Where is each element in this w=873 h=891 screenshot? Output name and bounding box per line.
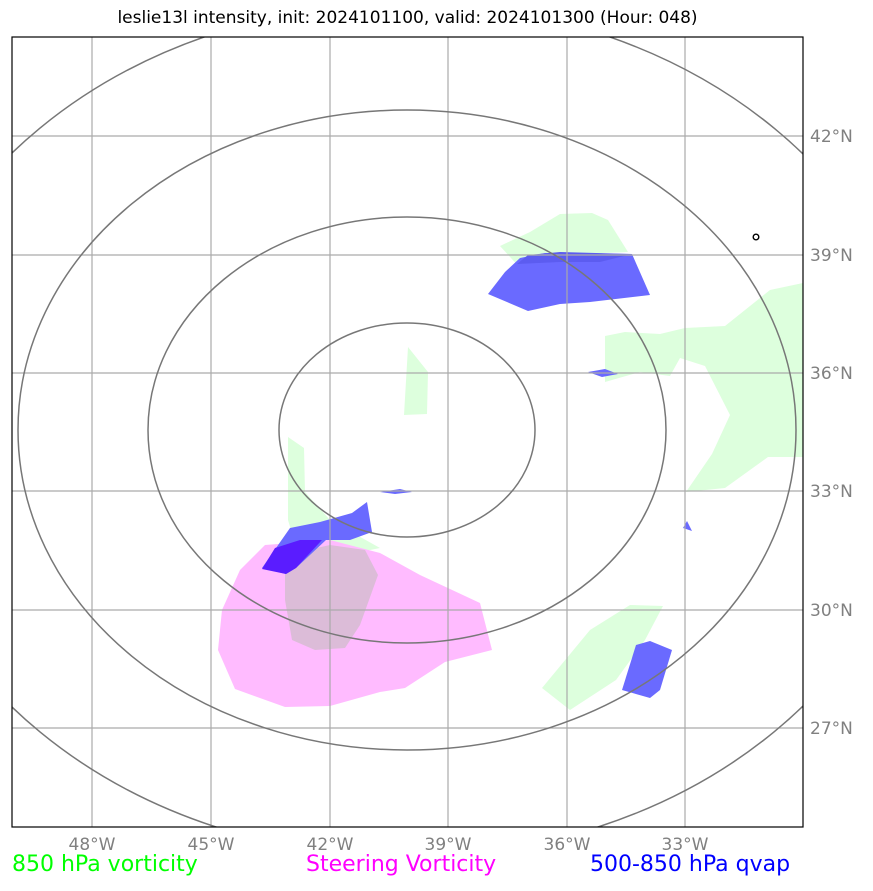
- plot-title: leslie13l intensity, init: 2024101100, v…: [117, 8, 698, 28]
- range-ring-3: [17, 109, 797, 751]
- qvap-region-southeast: [622, 641, 672, 698]
- lat-tick: 30°N: [810, 601, 853, 621]
- longitude-labels: 48°W 45°W 42°W 39°W 36°W 33°W: [69, 835, 709, 855]
- lat-tick: 33°N: [810, 482, 853, 502]
- lat-tick: 27°N: [810, 719, 853, 739]
- vorticity-region-east: [605, 283, 803, 492]
- qvap-region-east-small: [683, 521, 692, 531]
- storm-marker: [752, 233, 760, 241]
- range-ring-2: [147, 216, 667, 644]
- lat-tick: 39°N: [810, 246, 853, 266]
- legend-steering-vorticity: Steering Vorticity: [306, 852, 497, 877]
- steering-vorticity-overlap: [285, 545, 378, 650]
- legend-qvap: 500-850 hPa qvap: [590, 852, 791, 877]
- lon-tick: 36°W: [544, 835, 591, 855]
- gridlines: [12, 37, 803, 827]
- vorticity-region-center: [404, 347, 428, 415]
- lon-tick: 39°W: [425, 835, 472, 855]
- latitude-labels: 42°N 39°N 36°N 33°N 30°N 27°N: [810, 127, 853, 739]
- lon-tick: 45°W: [188, 835, 235, 855]
- vorticity-region-southeast: [542, 605, 663, 710]
- steering-vorticity-fields: [218, 540, 492, 707]
- range-ring-1: [278, 322, 536, 538]
- legend-850-vorticity: 850 hPa vorticity: [12, 852, 198, 877]
- qvap-region-west-dark: [262, 540, 322, 574]
- lat-tick: 36°N: [810, 364, 853, 384]
- lon-tick: 42°W: [307, 835, 354, 855]
- lon-tick: 48°W: [69, 835, 116, 855]
- lon-tick: 33°W: [662, 835, 709, 855]
- lat-tick: 42°N: [810, 127, 853, 147]
- range-rings: [12, 37, 803, 827]
- plot-frame: [11, 36, 804, 828]
